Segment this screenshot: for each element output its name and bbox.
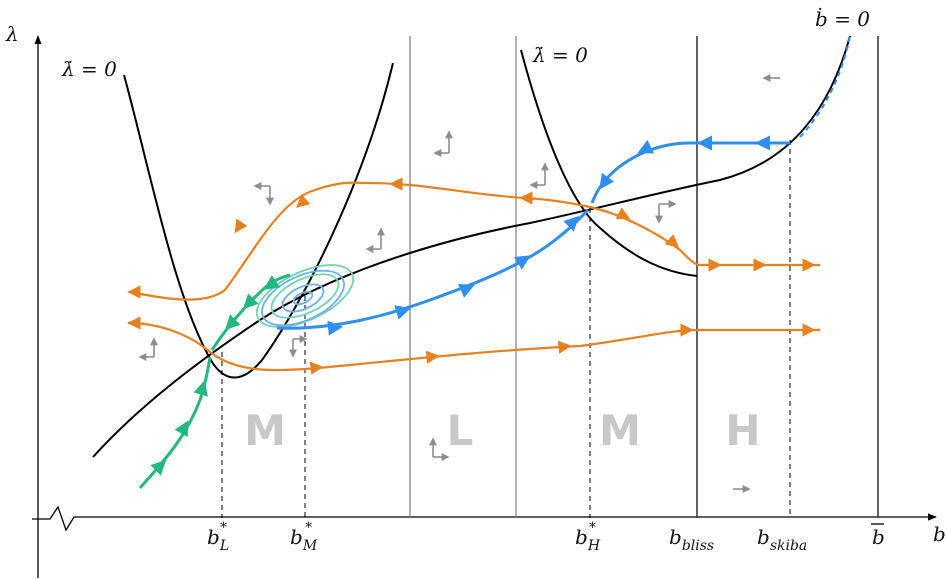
flow-arrow-7: [289, 335, 308, 358]
blue-arrow-8: [637, 139, 655, 154]
b-dot-label: ḃ = 0: [815, 6, 870, 31]
flow-arrow-3: [365, 227, 385, 253]
orange-upper-left-in: [129, 181, 361, 301]
green-arrow-4: [224, 314, 241, 331]
orange-arrow-5: [615, 207, 631, 220]
b-dot-curve: [92, 35, 851, 458]
flow-arrow-8: [429, 437, 450, 461]
lambda-dot-left-label: λ̇ = 0: [61, 57, 117, 81]
spiral-blue-inner: [281, 283, 325, 313]
spiral-blue-core: [292, 290, 314, 306]
tick-bbar: b: [872, 525, 885, 549]
blue-arrow-9: [599, 172, 615, 190]
blue-arrow-2: [394, 305, 411, 320]
region-label-m1: M: [244, 406, 286, 455]
region-labels: M L M H: [244, 406, 760, 455]
spiral-outer: [255, 264, 355, 328]
flow-arrow-1: [253, 182, 274, 206]
spiral-mid: [270, 273, 340, 319]
tick-bH: bH*: [575, 520, 601, 554]
region-label-l: L: [447, 406, 474, 455]
region-dividers: [409, 36, 879, 518]
direction-field: [138, 74, 780, 493]
green-arrow-5: [242, 293, 259, 310]
spiral-blue-outer: [261, 269, 345, 327]
blue-arrow-3: [457, 284, 475, 298]
lambda-dot-right-label: λ̇ = 0: [532, 43, 588, 67]
tick-bL: bL*: [207, 520, 229, 554]
green-lower-branch: [138, 356, 212, 489]
orange-arrow-13: [425, 350, 440, 364]
blue-arrow-4: [513, 255, 531, 270]
tick-bM: bM*: [290, 520, 318, 554]
flow-arrow-5: [655, 200, 677, 224]
tick-bliss: bbliss: [669, 525, 714, 554]
orange-arrow-14: [557, 340, 572, 354]
orange-arrow-2: [295, 194, 311, 208]
blue-right-branch: [590, 141, 790, 204]
blue-arrow-1: [327, 320, 343, 336]
axes: [32, 35, 937, 578]
orange-arrow-12: [309, 361, 324, 375]
region-label-m2: M: [599, 406, 641, 455]
green-trajectories: [138, 273, 291, 489]
x-axis-with-break: [32, 505, 937, 532]
orange-lower: [127, 321, 820, 372]
y-axis-label: λ: [5, 22, 19, 46]
flow-arrow-2: [433, 130, 453, 157]
orange-arrow-6: [664, 234, 680, 248]
green-arrow-3: [193, 380, 208, 397]
lambda-dot-right-curve: [520, 49, 698, 277]
lambda-dot-left-curve: [123, 62, 394, 379]
blue-left-branch: [276, 208, 590, 330]
region-label-h: H: [725, 406, 760, 455]
green-arrow-1: [150, 459, 167, 476]
spiral-group: [255, 264, 355, 328]
b-dot-curve-blue-dash: [799, 35, 851, 138]
flow-arrow-6: [138, 337, 158, 361]
tick-skiba: bskiba: [757, 525, 807, 554]
flow-arrow-4: [529, 162, 549, 189]
green-arrow-6: [263, 275, 281, 290]
blue-arrow-5: [563, 215, 580, 232]
orange-arrow-1: [234, 218, 248, 234]
labels: λ b λ̇ = 0 λ̇ = 0 ḃ = 0 bL* bM* bH* bbli…: [5, 6, 946, 554]
orange-trajectories: [127, 177, 820, 375]
orange-upper-left: [359, 181, 591, 209]
x-axis-label: b: [933, 522, 946, 546]
green-arrow-2: [174, 420, 189, 438]
blue-trajectories: [276, 135, 790, 336]
nullclines: [92, 35, 851, 458]
